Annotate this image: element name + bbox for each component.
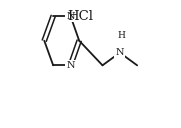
Text: N: N	[66, 12, 75, 20]
Text: H: H	[117, 31, 125, 40]
Text: N: N	[66, 61, 75, 70]
Text: HCl: HCl	[68, 10, 94, 23]
Text: N: N	[116, 48, 124, 57]
